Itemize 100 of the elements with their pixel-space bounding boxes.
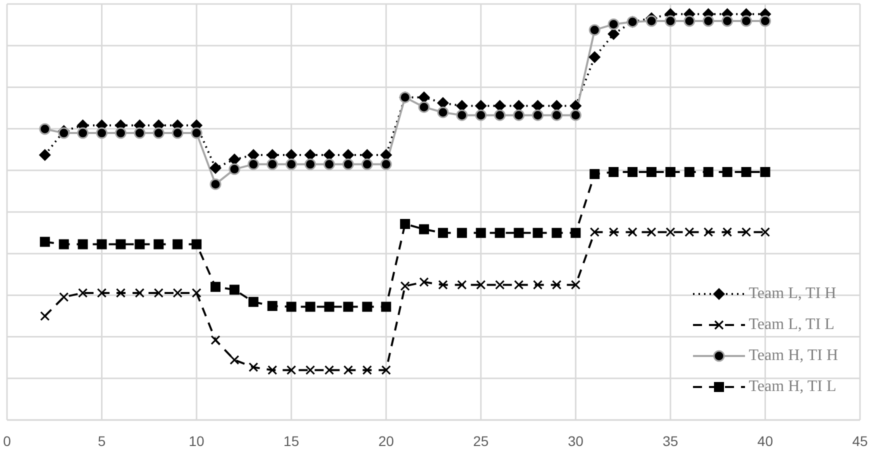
- point: [740, 15, 752, 27]
- point: [343, 302, 354, 312]
- point: [418, 101, 430, 113]
- point: [608, 167, 619, 178]
- point: [210, 335, 220, 345]
- point: [268, 365, 278, 375]
- point: [704, 227, 714, 237]
- point: [456, 109, 468, 121]
- point: [77, 127, 89, 139]
- point: [134, 288, 144, 298]
- point: [665, 167, 676, 178]
- point: [152, 127, 164, 139]
- point: [664, 15, 676, 27]
- point: [628, 167, 638, 178]
- x-tick-label: 25: [473, 432, 489, 449]
- point: [230, 355, 240, 365]
- point: [58, 239, 69, 250]
- point: [40, 311, 50, 321]
- point: [266, 158, 278, 170]
- point: [400, 218, 410, 229]
- point: [438, 280, 448, 290]
- point: [475, 109, 487, 121]
- point: [684, 15, 696, 27]
- x-tick-label: 10: [188, 432, 205, 449]
- x-tick-label: 20: [378, 432, 394, 449]
- point: [114, 127, 126, 139]
- point: [380, 158, 392, 170]
- point: [134, 127, 146, 139]
- point: [513, 109, 525, 121]
- point: [438, 228, 448, 238]
- point: [172, 127, 184, 139]
- point: [381, 302, 392, 312]
- point: [78, 288, 88, 298]
- point: [476, 280, 486, 290]
- point: [305, 365, 316, 375]
- point: [608, 227, 618, 237]
- point: [362, 365, 372, 375]
- point: [190, 127, 202, 139]
- legend-label: Team L, TI H: [748, 284, 836, 302]
- point: [495, 280, 505, 290]
- point: [323, 158, 335, 170]
- point: [116, 239, 126, 250]
- point: [590, 227, 600, 237]
- point: [324, 302, 334, 312]
- point: [172, 288, 182, 298]
- point: [437, 106, 449, 118]
- point: [305, 302, 316, 312]
- point: [154, 239, 164, 250]
- point: [134, 239, 145, 250]
- point: [684, 227, 694, 237]
- legend-label: Team H, TI H: [748, 346, 838, 364]
- point: [39, 123, 51, 135]
- point: [760, 227, 770, 237]
- point: [78, 239, 88, 250]
- point: [267, 300, 278, 311]
- point: [210, 282, 221, 292]
- point: [494, 228, 505, 238]
- point: [532, 280, 543, 290]
- point: [286, 158, 298, 170]
- point: [552, 228, 562, 238]
- point: [248, 296, 258, 307]
- point: [476, 228, 486, 238]
- point: [172, 239, 183, 250]
- x-tick-label: 45: [852, 432, 868, 449]
- point: [59, 292, 69, 302]
- x-tick-label: 15: [284, 432, 300, 449]
- point: [343, 365, 353, 375]
- point: [154, 288, 164, 298]
- point: [229, 284, 240, 295]
- legend-label: Team H, TI L: [748, 378, 836, 396]
- point: [722, 167, 732, 178]
- point: [361, 158, 373, 170]
- point: [514, 280, 524, 290]
- point: [646, 167, 656, 178]
- point: [646, 227, 656, 237]
- point: [362, 302, 372, 312]
- point: [456, 228, 467, 238]
- point: [248, 158, 260, 170]
- point: [342, 158, 354, 170]
- point: [588, 24, 600, 36]
- point: [248, 362, 258, 372]
- point: [96, 239, 107, 250]
- point: [532, 228, 543, 238]
- point: [419, 277, 429, 287]
- x-tick-label: 40: [757, 432, 774, 449]
- point: [703, 167, 714, 178]
- point: [210, 162, 222, 174]
- point: [418, 91, 430, 104]
- point: [588, 51, 601, 64]
- legend-label: Team L, TI L: [748, 316, 834, 334]
- point: [532, 109, 544, 121]
- point: [192, 239, 202, 250]
- point: [116, 288, 126, 298]
- point: [666, 227, 676, 237]
- point: [570, 109, 582, 121]
- point: [570, 280, 580, 290]
- point: [702, 15, 714, 27]
- point: [286, 365, 296, 375]
- point: [684, 167, 694, 178]
- point: [590, 169, 600, 180]
